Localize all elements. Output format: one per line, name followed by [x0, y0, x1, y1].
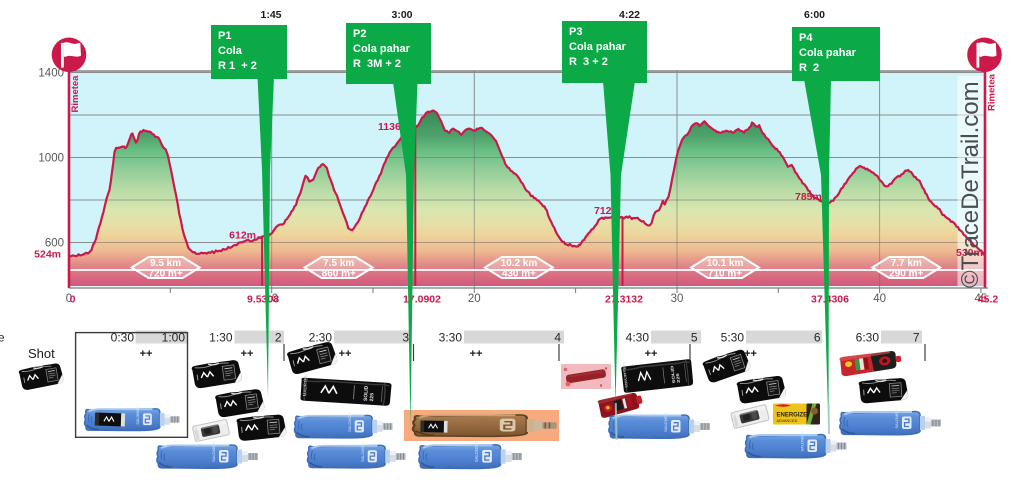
svg-text:Rimetea: Rimetea	[987, 73, 998, 111]
svg-text:Cola pahar: Cola pahar	[569, 41, 627, 53]
svg-text:524m: 524m	[34, 249, 61, 261]
svg-text:Cola: Cola	[218, 45, 243, 57]
svg-text:4:22: 4:22	[619, 9, 640, 21]
svg-text:530m: 530m	[956, 247, 983, 259]
svg-text:30: 30	[671, 293, 684, 305]
svg-text:785m: 785m	[795, 191, 822, 203]
svg-text:45.2: 45.2	[978, 294, 999, 306]
svg-text:9.5 km: 9.5 km	[150, 258, 181, 269]
svg-text:6:00: 6:00	[804, 9, 825, 21]
svg-text:3:30: 3:30	[439, 331, 463, 345]
svg-text:37.4306: 37.4306	[811, 294, 849, 306]
svg-text:3:00: 3:00	[391, 9, 412, 21]
svg-text:430 m+: 430 m+	[502, 269, 536, 280]
svg-text:Cola pahar: Cola pahar	[353, 43, 411, 55]
svg-text:Rimetea: Rimetea	[70, 75, 81, 113]
svg-text:++: ++	[140, 348, 153, 360]
svg-text:3: 3	[402, 331, 409, 345]
svg-text:R 2: R 2	[799, 62, 819, 74]
svg-text:0:30: 0:30	[111, 331, 135, 345]
svg-text:P3: P3	[569, 26, 582, 38]
svg-text:7.7 km: 7.7 km	[891, 258, 922, 269]
svg-text:6:30: 6:30	[856, 331, 880, 345]
svg-text:1:00: 1:00	[162, 331, 186, 345]
svg-text:Cola pahar: Cola pahar	[799, 47, 857, 59]
svg-text:45: 45	[975, 293, 988, 305]
svg-text:860 m+: 860 m+	[322, 269, 356, 280]
svg-text:1000: 1000	[38, 153, 64, 165]
svg-text:20: 20	[468, 293, 481, 305]
svg-text:600: 600	[45, 238, 64, 250]
svg-text:290 m+: 290 m+	[889, 269, 923, 280]
svg-text:40: 40	[873, 293, 886, 305]
svg-text:R 1 + 2: R 1 + 2	[218, 60, 257, 72]
svg-text:++: ++	[339, 348, 352, 360]
svg-text:R 3 + 2: R 3 + 2	[569, 56, 608, 68]
svg-text:9.5308: 9.5308	[247, 294, 279, 306]
svg-text:++: ++	[744, 348, 757, 360]
svg-text:720 m+: 720 m+	[148, 269, 182, 280]
svg-text:4: 4	[554, 331, 561, 345]
svg-text:2: 2	[275, 331, 282, 345]
svg-text:10.2 km: 10.2 km	[501, 258, 538, 269]
svg-text:612m: 612m	[229, 230, 256, 242]
svg-text:5: 5	[691, 331, 698, 345]
svg-text:710 m+: 710 m+	[708, 269, 742, 280]
svg-text:©TraceDeTrail.com: ©TraceDeTrail.com	[957, 81, 984, 288]
svg-text:P4: P4	[799, 32, 813, 44]
svg-text:7: 7	[913, 331, 920, 345]
svg-text:5:30: 5:30	[721, 331, 745, 345]
svg-text:4:30: 4:30	[626, 331, 650, 345]
svg-text:7.5 km: 7.5 km	[323, 258, 354, 269]
svg-text:P2: P2	[353, 28, 366, 40]
svg-text:1400: 1400	[38, 68, 64, 80]
svg-text:27.3132: 27.3132	[605, 294, 643, 306]
svg-text:P1: P1	[218, 30, 231, 42]
svg-text:6: 6	[814, 331, 821, 345]
svg-text:2:30: 2:30	[309, 331, 333, 345]
svg-text:1:45: 1:45	[260, 9, 281, 21]
svg-text:10.1 km: 10.1 km	[707, 258, 744, 269]
svg-text:Shot: Shot	[28, 346, 55, 361]
svg-text:++: ++	[645, 348, 658, 360]
svg-text:17.0902: 17.0902	[403, 294, 441, 306]
svg-text:0: 0	[66, 293, 72, 305]
svg-text:R 3M + 2: R 3M + 2	[353, 58, 401, 70]
svg-text:1:30: 1:30	[209, 331, 233, 345]
svg-text:++: ++	[470, 348, 483, 360]
svg-text:0: 0	[70, 294, 76, 306]
svg-text:e: e	[0, 331, 5, 345]
svg-text:++: ++	[241, 348, 254, 360]
